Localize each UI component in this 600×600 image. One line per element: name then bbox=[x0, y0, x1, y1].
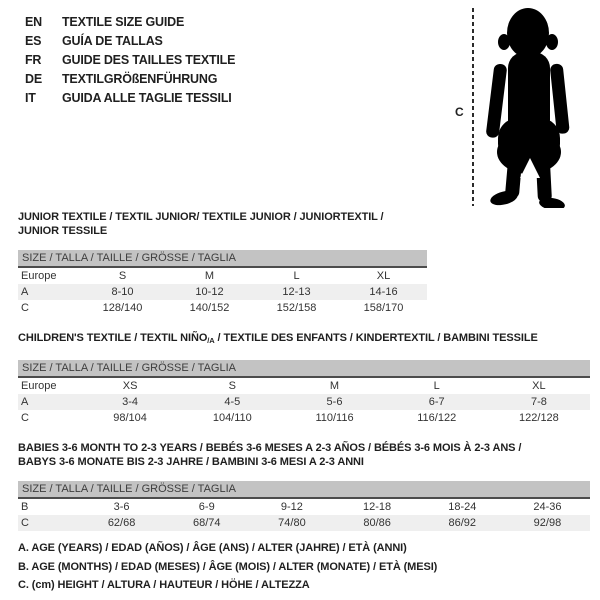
language-title: GUIDA ALLE TAGLIE TESSILI bbox=[62, 91, 232, 105]
table-cell: 140/152 bbox=[189, 302, 230, 314]
height-label-c: C bbox=[455, 105, 464, 119]
row-label: C bbox=[21, 412, 29, 424]
table-title: JUNIOR TEXTILE / TEXTIL JUNIOR/ TEXTILE … bbox=[18, 210, 427, 238]
row-label: B bbox=[21, 501, 29, 513]
language-code: DE bbox=[25, 72, 42, 86]
table-row: A 3-4 4-5 5-6 6-7 7-8 bbox=[18, 394, 590, 410]
language-title: GUÍA DE TALLAS bbox=[62, 34, 163, 48]
table-cell: 10-12 bbox=[195, 286, 224, 298]
table-row: C 98/104 104/110 110/116 116/122 122/128 bbox=[18, 410, 590, 426]
table-cell: S bbox=[228, 380, 236, 392]
table-cell: 6-9 bbox=[198, 501, 215, 513]
size-table: CHILDREN'S TEXTILE / TEXTIL NIÑO/A / TEX… bbox=[18, 331, 590, 426]
table-cell: 18-24 bbox=[448, 501, 477, 513]
table-cell: 110/116 bbox=[315, 412, 354, 424]
table-title: BABIES 3-6 MONTH TO 2-3 YEARS / BEBÉS 3-… bbox=[18, 441, 590, 469]
table-title-segment: /A bbox=[207, 336, 215, 345]
language-row: IT GUIDA ALLE TAGLIE TESSILI bbox=[25, 89, 235, 108]
language-code: EN bbox=[25, 15, 42, 29]
note-line: A. AGE (YEARS) / EDAD (AÑOS) / ÂGE (ANS)… bbox=[18, 542, 407, 554]
table-title-segment: CHILDREN'S TEXTILE / TEXTIL NIÑO bbox=[18, 332, 208, 344]
table-cell: 5-6 bbox=[326, 396, 343, 408]
table-row: C 128/140 140/152 152/158 158/170 bbox=[18, 300, 427, 316]
table-title-segment: BABYS 3-6 MONATE BIS 2-3 JAHRE / BAMBINI… bbox=[18, 456, 364, 468]
table-cell: 24-36 bbox=[533, 501, 562, 513]
table-title: CHILDREN'S TEXTILE / TEXTIL NIÑO/A / TEX… bbox=[18, 331, 590, 348]
table-row: Europe S M L XL bbox=[18, 268, 427, 284]
table-cell: 62/68 bbox=[107, 517, 136, 529]
size-header-bar: SIZE / TALLA / TAILLE / GRÖSSE / TAGLIA bbox=[18, 481, 590, 499]
table-cell: 4-5 bbox=[224, 396, 241, 408]
size-table-body: Europe XS S M L XL A 3-4 4-5 5-6 6-7 7-8 C 98/104 104/… bbox=[18, 378, 590, 426]
table-row: Europe XS S M L XL bbox=[18, 378, 590, 394]
table-cell: 152/158 bbox=[276, 302, 317, 314]
notes: A. AGE (YEARS) / EDAD (AÑOS) / ÂGE (ANS)… bbox=[18, 539, 437, 595]
size-header-bar: SIZE / TALLA / TAILLE / GRÖSSE / TAGLIA bbox=[18, 250, 427, 268]
size-header-bar: SIZE / TALLA / TAILLE / GRÖSSE / TAGLIA bbox=[18, 360, 590, 378]
language-row: FR GUIDE DES TAILLES TEXTILE bbox=[25, 51, 235, 70]
table-cell: 122/128 bbox=[519, 412, 559, 424]
table-cell: 116/122 bbox=[417, 412, 457, 424]
table-title-segment: BABIES 3-6 MONTH TO 2-3 YEARS / BEBÉS 3-… bbox=[18, 442, 522, 454]
toddler-silhouette bbox=[486, 8, 570, 208]
row-label: C bbox=[21, 302, 29, 314]
table-cell: 7-8 bbox=[530, 396, 547, 408]
row-label: Europe bbox=[21, 380, 57, 392]
height-dashed-line bbox=[472, 8, 474, 206]
table-cell: 98/104 bbox=[113, 412, 147, 424]
table-cell: 86/92 bbox=[448, 517, 477, 529]
table-title-segment: JUNIOR TEXTILE / TEXTIL JUNIOR/ TEXTILE … bbox=[18, 211, 384, 237]
row-label: Europe bbox=[21, 270, 57, 282]
table-row: C 62/68 68/74 74/80 80/86 86/92 92/98 bbox=[18, 515, 590, 531]
size-table: BABIES 3-6 MONTH TO 2-3 YEARS / BEBÉS 3-… bbox=[18, 441, 590, 531]
language-list: EN TEXTILE SIZE GUIDE ES GUÍA DE TALLAS FR GU… bbox=[25, 13, 235, 108]
language-title: TEXTILGRÖßENFÜHRUNG bbox=[62, 72, 218, 86]
table-cell: 104/110 bbox=[212, 412, 252, 424]
table-cell: 92/98 bbox=[533, 517, 562, 529]
table-cell: L bbox=[433, 380, 440, 392]
table-cell: 14-16 bbox=[369, 286, 398, 298]
language-row: EN TEXTILE SIZE GUIDE bbox=[25, 13, 235, 32]
table-cell: 158/170 bbox=[363, 302, 404, 314]
toddler-silhouette-shape bbox=[486, 8, 570, 208]
note-line: B. AGE (MONTHS) / EDAD (MESES) / ÂGE (MO… bbox=[18, 560, 438, 573]
note-line: C. (cm) HEIGHT / ALTURA / HAUTEUR / HÖHE… bbox=[18, 579, 310, 591]
language-row: ES GUÍA DE TALLAS bbox=[25, 32, 235, 51]
table-cell: 9-12 bbox=[280, 501, 303, 513]
table-cell: XL bbox=[376, 270, 391, 282]
table-cell: 80/86 bbox=[363, 517, 391, 529]
row-label: A bbox=[21, 286, 29, 298]
table-row: B 3-6 6-9 9-12 12-18 18-24 24-36 bbox=[18, 499, 590, 515]
table-cell: XL bbox=[532, 380, 546, 392]
language-code: ES bbox=[25, 34, 42, 48]
table-cell: L bbox=[293, 270, 300, 282]
table-cell: 3-4 bbox=[122, 396, 139, 408]
table-cell: XS bbox=[122, 380, 138, 392]
size-table-body: Europe S M L XL A 8-10 10-12 12-13 14-16 C 128/140 1… bbox=[18, 268, 427, 316]
language-code: IT bbox=[25, 91, 36, 105]
table-cell: S bbox=[118, 270, 127, 282]
language-title: TEXTILE SIZE GUIDE bbox=[62, 15, 185, 29]
row-label: A bbox=[21, 396, 29, 408]
table-cell: 68/74 bbox=[192, 517, 221, 529]
table-cell: M bbox=[329, 380, 340, 392]
size-table-body: B 3-6 6-9 9-12 12-18 18-24 24-36 C 62/68 68/74 74/… bbox=[18, 499, 590, 531]
table-cell: 12-18 bbox=[363, 501, 392, 513]
table-cell: 74/80 bbox=[278, 517, 306, 529]
table-cell: 8-10 bbox=[111, 286, 134, 298]
tables: JUNIOR TEXTILE / TEXTIL JUNIOR/ TEXTILE … bbox=[18, 210, 590, 546]
table-cell: 128/140 bbox=[102, 302, 143, 314]
table-cell: 3-6 bbox=[113, 501, 130, 513]
table-cell: M bbox=[204, 270, 215, 282]
table-row: A 8-10 10-12 12-13 14-16 bbox=[18, 284, 427, 300]
table-cell: 12-13 bbox=[282, 286, 311, 298]
size-table: JUNIOR TEXTILE / TEXTIL JUNIOR/ TEXTILE … bbox=[18, 210, 427, 316]
language-title: GUIDE DES TAILLES TEXTILE bbox=[62, 53, 236, 67]
language-code: FR bbox=[25, 53, 42, 67]
row-label: C bbox=[21, 517, 29, 529]
table-title-segment: / TEXTILE DES ENFANTS / KINDERTEXTIL / B… bbox=[214, 332, 538, 344]
table-cell: 6-7 bbox=[428, 396, 445, 408]
language-row: DE TEXTILGRÖßENFÜHRUNG bbox=[25, 70, 235, 89]
